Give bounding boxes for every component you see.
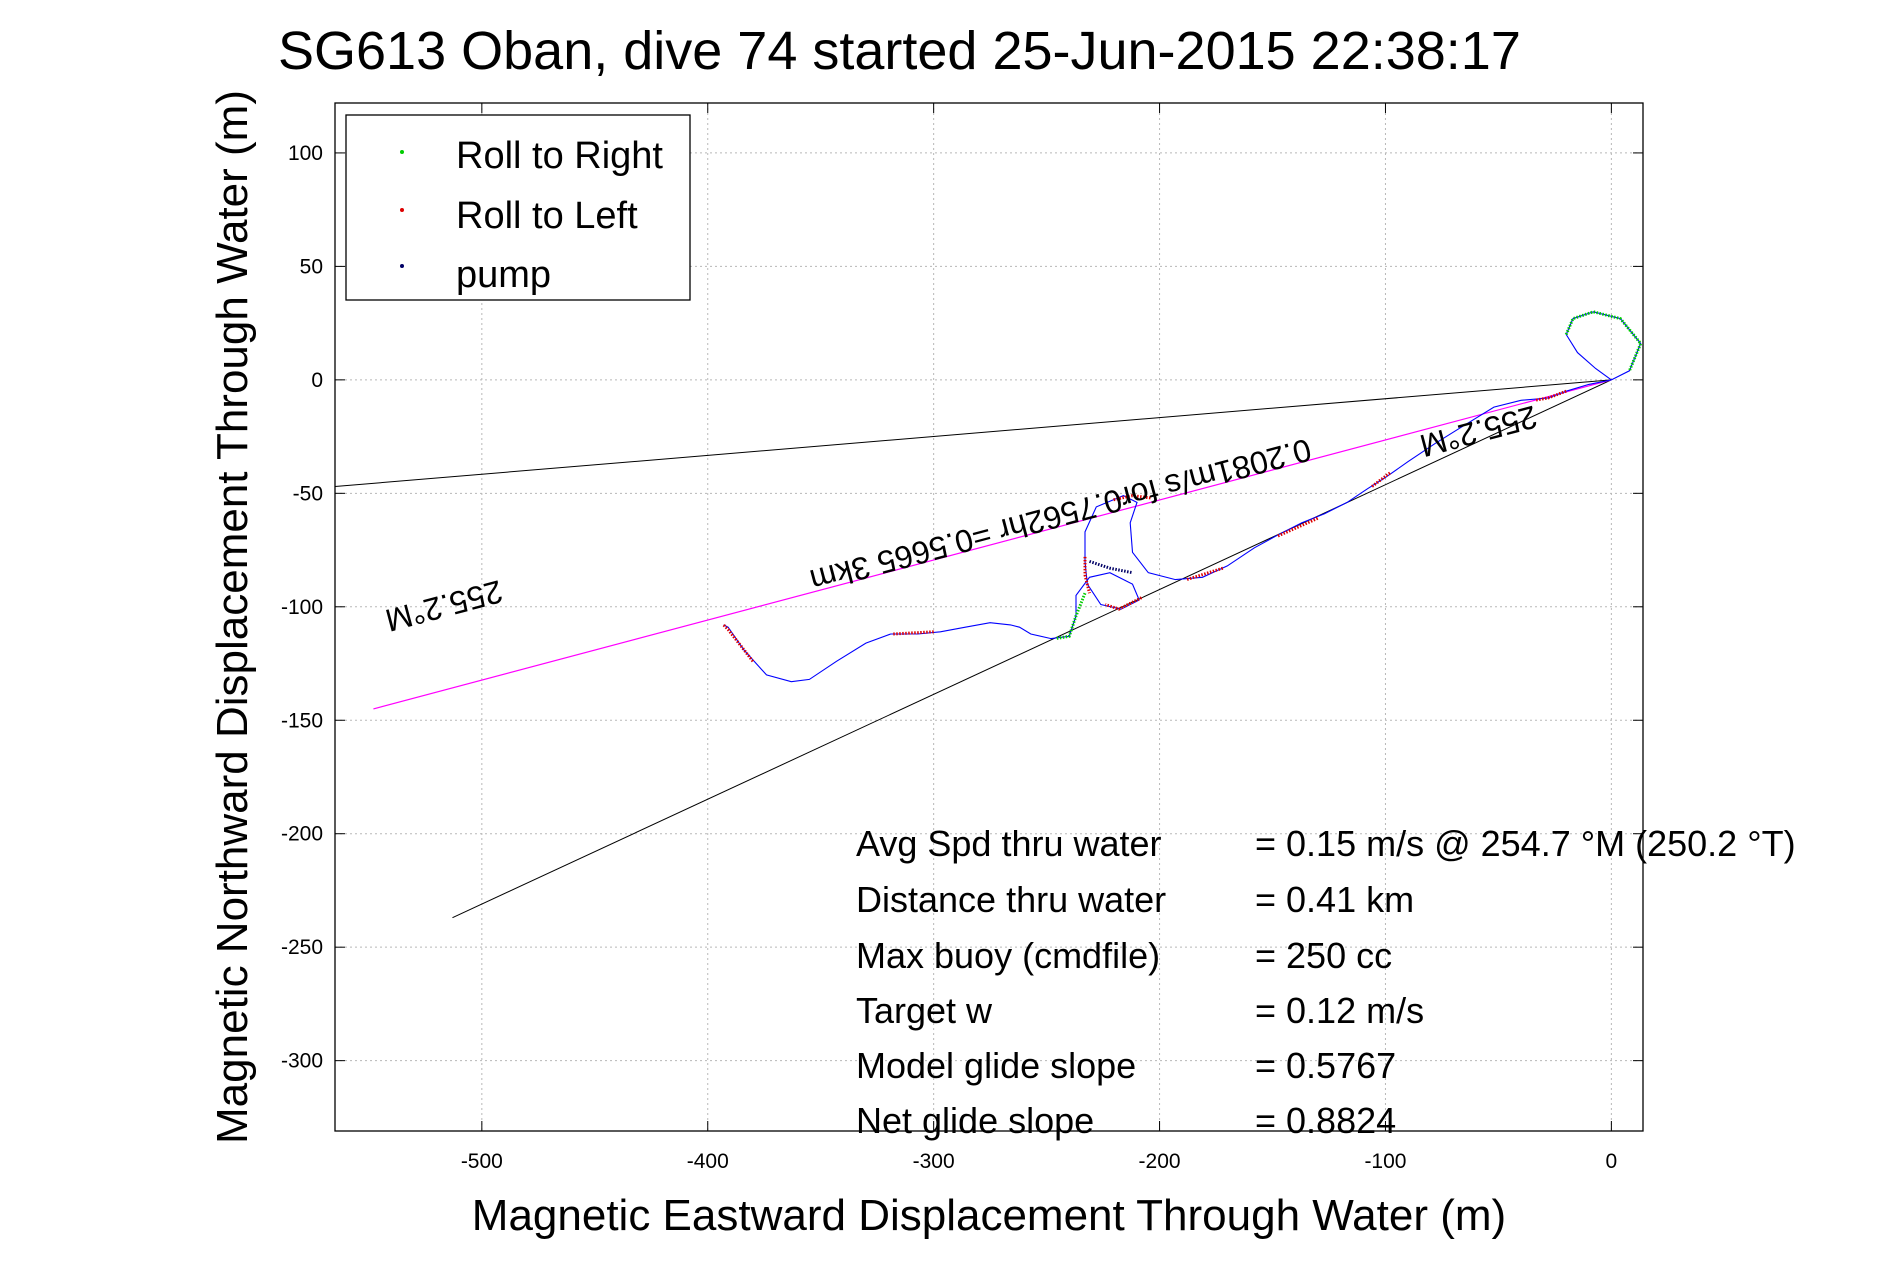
y-tick-label: -50 [293,482,323,505]
stat-label-net-glide: Net glide slope [856,1100,1094,1141]
roll-left-segment [1370,471,1391,488]
y-tick-label: 0 [311,369,323,392]
y-tick-label: -250 [281,936,323,959]
y-axis-title: Magnetic Northward Displacement Through … [208,90,257,1144]
roll-left-segment [1111,494,1151,502]
stats-block: Avg Spd thru water = 0.15 m/s @ 254.7 °M… [856,823,1796,1141]
stat-value-target-w: = 0.12 m/s [1255,990,1424,1031]
chart-title: SG613 Oban, dive 74 started 25-Jun-2015 … [278,21,1521,81]
stat-label-model-glide: Model glide slope [856,1045,1136,1086]
line-annotation: 0.2081m/s for0.7562hr =0.5665 3km [806,432,1315,599]
bearing-line [452,379,1612,919]
legend-marker-roll-left [400,208,404,212]
legend-marker-pump [400,264,404,268]
legend-label-roll-left: Roll to Left [456,195,638,237]
data-layer [334,310,1643,919]
track-line [723,311,1642,683]
y-tick-label: -200 [281,823,323,846]
line-annotation: 255.2°M [382,573,507,638]
roll-left-segment [1104,596,1143,611]
y-tick-label: -100 [281,596,323,619]
legend-box [345,114,691,301]
x-tick-label: 0 [1606,1150,1618,1173]
legend-label-pump: pump [456,254,551,296]
x-tick-label: -500 [461,1150,503,1173]
x-tick-label: -300 [913,1150,955,1173]
y-tick-label: -300 [281,1050,323,1073]
stat-value-avg-speed: = 0.15 m/s @ 254.7 °M (250.2 °T) [1255,823,1796,864]
stat-label-distance: Distance thru water [856,879,1166,920]
line-annotation: 255.2°M [1416,399,1541,464]
roll-left-segment [1534,389,1567,402]
plot-frame [334,102,1644,1132]
heading-line [373,379,1612,710]
y-tick-label: 50 [300,255,323,278]
roll-right-segment [1564,310,1643,372]
stat-value-model-glide: = 0.5767 [1255,1045,1396,1086]
x-tick-label: -400 [687,1150,729,1173]
legend-label-roll-right: Roll to Right [456,135,663,177]
stat-value-max-buoy: = 250 cc [1255,935,1392,976]
roll-left-segment [1186,566,1224,582]
legend: Roll to Right Roll to Left pump [345,114,691,301]
stat-label-max-buoy: Max buoy (cmdfile) [856,935,1160,976]
y-tick-label: -150 [281,709,323,732]
roll-left-segment [1083,556,1091,594]
roll-left-segment [892,630,934,636]
grid [335,103,1643,1131]
stat-label-target-w: Target w [856,990,993,1031]
stat-value-distance: = 0.41 km [1255,879,1414,920]
x-tick-label: -200 [1139,1150,1181,1173]
x-tick-label: -100 [1364,1150,1406,1173]
roll-left-segment [1276,516,1319,538]
ticks: -500 -400 -300 -200 -100 0 100 50 0 -50 -100 -150 -2… [281,103,1643,1173]
x-axis-title: Magnetic Eastward Displacement Through W… [472,1191,1506,1240]
bearing-line [334,379,1612,488]
roll-right-segment [1055,592,1087,641]
stat-label-avg-speed: Avg Spd thru water [856,823,1162,864]
y-tick-label: 100 [288,142,323,165]
roll-left-segment [722,623,755,663]
legend-marker-roll-right [400,150,404,154]
pump-segment [1089,559,1133,575]
stat-value-net-glide: = 0.8824 [1255,1100,1396,1141]
